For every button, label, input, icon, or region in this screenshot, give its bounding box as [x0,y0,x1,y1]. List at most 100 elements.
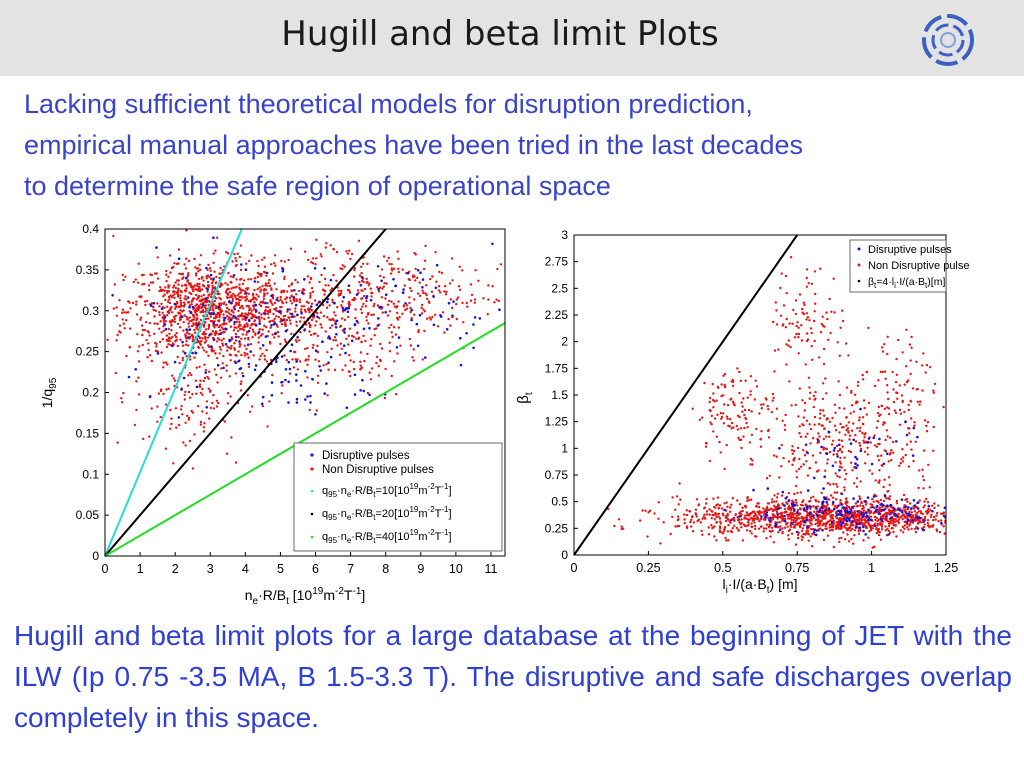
non-disruptive-point [884,529,887,532]
non-disruptive-point [450,257,454,260]
non-disruptive-point [755,385,759,388]
non-disruptive-point [284,298,287,301]
non-disruptive-point [685,509,688,512]
disruptive-point [833,446,837,450]
non-disruptive-point [909,400,913,403]
non-disruptive-point [254,277,257,280]
non-disruptive-point [313,299,317,302]
non-disruptive-point [360,279,364,283]
disruptive-point [927,504,931,508]
non-disruptive-point [314,358,317,361]
disruptive-point [472,346,475,350]
non-disruptive-point [222,354,225,358]
legend-disruptive: Disruptive pulses [868,244,952,256]
non-disruptive-point [182,441,185,444]
non-disruptive-point [931,525,934,528]
non-disruptive-point [196,284,199,288]
disruptive-point [239,367,243,370]
non-disruptive-point [409,306,412,310]
non-disruptive-point [846,501,849,504]
non-disruptive-point [493,301,496,304]
disruptive-point [205,406,208,409]
non-disruptive-point [854,502,858,505]
disruptive-point [410,318,413,322]
non-disruptive-point [859,497,862,500]
non-disruptive-point [805,276,808,280]
non-disruptive-point [265,325,268,329]
non-disruptive-point [196,282,199,285]
non-disruptive-point [150,302,153,305]
non-disruptive-point [370,291,373,295]
non-disruptive-point [175,426,178,429]
non-disruptive-point [238,345,241,348]
non-disruptive-point [235,298,238,301]
non-disruptive-point [916,511,919,515]
y-tick-label: 0 [92,549,99,563]
disruptive-point [295,379,298,382]
non-disruptive-point [744,506,747,509]
non-disruptive-point [343,318,347,322]
non-disruptive-point [240,314,243,318]
non-disruptive-point [177,248,181,251]
non-disruptive-point [113,283,117,286]
non-disruptive-point [169,337,172,340]
non-disruptive-point [754,514,757,517]
non-disruptive-point [409,344,412,347]
non-disruptive-point [710,524,713,527]
non-disruptive-point [184,390,187,394]
non-disruptive-point [826,317,829,321]
caption-text: Hugill and beta limit plots for a large … [14,620,1012,733]
non-disruptive-point [249,307,252,310]
non-disruptive-point [375,361,378,365]
non-disruptive-point [230,337,234,340]
non-disruptive-point [207,317,210,320]
non-disruptive-point [659,542,662,545]
non-disruptive-point [294,278,297,282]
non-disruptive-point [815,470,819,473]
non-disruptive-point [926,519,930,522]
disruptive-point [335,333,338,336]
non-disruptive-point [710,423,713,426]
non-disruptive-point [741,506,744,509]
disruptive-point [815,514,819,517]
disruptive-point [862,525,865,529]
non-disruptive-point [835,483,838,486]
disruptive-point [212,322,216,325]
disruptive-point [232,274,236,277]
disruptive-point [406,271,410,275]
non-disruptive-point [833,424,837,427]
non-disruptive-point [273,301,277,305]
non-disruptive-point [695,498,699,501]
non-disruptive-point [398,316,401,319]
non-disruptive-point [245,262,248,265]
non-disruptive-point [847,505,851,509]
non-disruptive-point [348,370,351,373]
non-disruptive-point [173,296,176,300]
non-disruptive-point [749,530,752,533]
non-disruptive-point [881,423,885,426]
non-disruptive-point [158,311,161,314]
non-disruptive-point [786,521,789,525]
non-disruptive-point [863,436,866,439]
non-disruptive-point [437,289,441,292]
non-disruptive-point [901,525,904,529]
non-disruptive-point [783,511,786,514]
non-disruptive-point [868,530,871,533]
non-disruptive-point [143,300,147,303]
non-disruptive-point [174,281,177,284]
non-disruptive-point [855,485,859,488]
disruptive-point [384,293,388,296]
non-disruptive-point [427,300,431,303]
non-disruptive-point [283,275,286,279]
non-disruptive-point [757,527,761,530]
non-disruptive-point [800,339,804,342]
non-disruptive-point [929,509,932,512]
disruptive-point [127,375,131,379]
non-disruptive-point [397,257,400,260]
disruptive-point [335,319,338,323]
non-disruptive-point [263,324,266,327]
non-disruptive-point [864,503,868,506]
non-disruptive-point [331,324,334,327]
disruptive-point [281,319,284,322]
non-disruptive-point [298,289,301,293]
